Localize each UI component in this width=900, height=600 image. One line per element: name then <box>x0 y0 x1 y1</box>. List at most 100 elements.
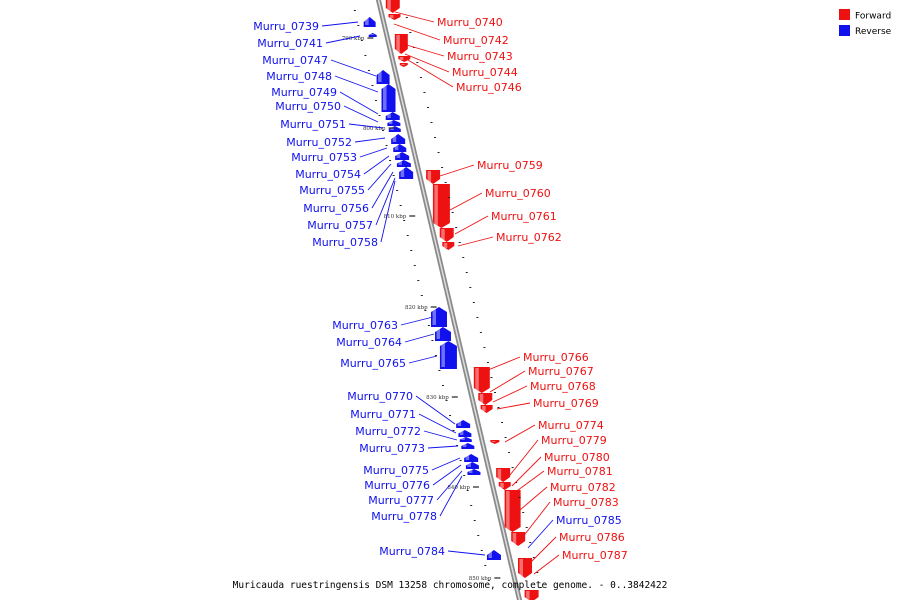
svg-text:Murru_0755: Murru_0755 <box>299 184 365 197</box>
gene-label-murru-0778: Murru_0778 <box>371 475 463 523</box>
svg-text:Murru_0739: Murru_0739 <box>253 20 319 33</box>
dot-mark <box>424 310 427 311</box>
svg-text:Murru_0742: Murru_0742 <box>443 34 509 47</box>
svg-text:Murru_0751: Murru_0751 <box>280 118 346 131</box>
svg-text:Murru_0775: Murru_0775 <box>363 464 429 477</box>
gene-label-murru-0769: Murru_0769 <box>496 397 599 410</box>
dot-mark <box>419 77 422 78</box>
forward-gene-block <box>399 63 408 67</box>
dot-mark <box>406 235 409 236</box>
dot-mark <box>413 265 416 266</box>
reverse-gene-block <box>396 160 411 167</box>
gene-label-murru-0775: Murru_0775 <box>363 457 461 477</box>
forward-gene-block <box>504 490 521 532</box>
dot-mark <box>472 302 475 303</box>
dot-mark <box>445 400 448 401</box>
dot-mark <box>529 542 532 543</box>
dot-mark <box>437 152 440 153</box>
dot-mark <box>458 242 461 243</box>
gene-label-murru-0785: Murru_0785 <box>527 514 622 549</box>
gene-label-murru-0751: Murru_0751 <box>280 118 384 131</box>
dot-mark <box>476 317 479 318</box>
dot-mark <box>451 212 454 213</box>
dot-mark <box>417 280 420 281</box>
gene-label-murru-0777: Murru_0777 <box>368 470 463 507</box>
dot-mark <box>483 347 486 348</box>
gene-label-murru-0780: Murru_0780 <box>511 451 610 487</box>
dot-mark <box>427 325 430 326</box>
svg-text:Murru_0743: Murru_0743 <box>447 50 513 63</box>
dot-mark <box>403 220 406 221</box>
svg-text:Murru_0768: Murru_0768 <box>530 380 596 393</box>
gene-label-murru-0760: Murru_0760 <box>449 187 551 211</box>
tick-label: 790 kbp <box>342 36 365 42</box>
dot-mark <box>448 197 451 198</box>
dot-mark <box>511 467 514 468</box>
svg-text:Murru_0740: Murru_0740 <box>437 16 503 29</box>
gene-label-murru-0759: Murru_0759 <box>439 159 543 177</box>
dot-mark <box>357 25 360 26</box>
svg-text:Murru_0760: Murru_0760 <box>485 187 551 200</box>
dot-mark <box>455 227 458 228</box>
svg-text:Murru_0759: Murru_0759 <box>477 159 543 172</box>
reverse-gene-block <box>486 550 501 560</box>
forward-gene-block <box>388 14 401 20</box>
gene-label-murru-0753: Murru_0753 <box>291 147 388 164</box>
dot-mark <box>469 287 472 288</box>
gene-label-murru-0766: Murru_0766 <box>487 351 589 371</box>
svg-text:Murru_0749: Murru_0749 <box>271 86 337 99</box>
dot-mark <box>353 10 356 11</box>
dot-mark <box>396 190 399 191</box>
reverse-gene-block <box>381 84 396 112</box>
svg-text:Murru_0781: Murru_0781 <box>547 465 613 478</box>
reverse-gene-block <box>376 70 390 84</box>
dot-mark <box>392 175 395 176</box>
tick-label: 840 kbp <box>447 485 470 491</box>
reverse-gene-block <box>439 341 457 369</box>
svg-text:Murru_0776: Murru_0776 <box>364 479 430 492</box>
forward-gene-block <box>439 228 454 242</box>
svg-text:Murru_0764: Murru_0764 <box>336 336 402 349</box>
legend-reverse-label: Reverse <box>855 27 892 37</box>
dot-mark <box>389 160 392 161</box>
svg-text:Murru_0763: Murru_0763 <box>332 319 398 332</box>
dot-mark <box>385 145 388 146</box>
svg-text:Murru_0767: Murru_0767 <box>528 365 594 378</box>
dot-mark <box>405 17 408 18</box>
dot-mark <box>378 115 381 116</box>
dot-mark <box>409 32 412 33</box>
gene-label-murru-0750: Murru_0750 <box>275 100 379 123</box>
gene-label-murru-0787: Murru_0787 <box>533 549 628 575</box>
gene-label-murru-0781: Murru_0781 <box>513 465 613 494</box>
legend-reverse-swatch <box>839 25 850 36</box>
dot-mark <box>449 415 452 416</box>
dot-mark <box>486 362 489 363</box>
reverse-gene-block <box>387 120 401 126</box>
svg-text:Murru_0754: Murru_0754 <box>295 168 361 181</box>
svg-text:Murru_0771: Murru_0771 <box>350 408 416 421</box>
gene-label-murru-0742: Murru_0742 <box>393 23 509 47</box>
gene-label-murru-0749: Murru_0749 <box>271 86 379 115</box>
dot-mark <box>399 205 402 206</box>
reverse-gene-block <box>465 462 479 469</box>
svg-text:Murru_0756: Murru_0756 <box>303 202 369 215</box>
gene-label-murru-0763: Murru_0763 <box>332 316 434 332</box>
reverse-gene-block <box>430 307 447 327</box>
dot-mark <box>501 422 504 423</box>
svg-text:Murru_0765: Murru_0765 <box>340 357 406 370</box>
svg-text:Murru_0779: Murru_0779 <box>541 434 607 447</box>
gene-label-murru-0740: Murru_0740 <box>394 11 503 29</box>
svg-text:Murru_0746: Murru_0746 <box>456 81 522 94</box>
dot-mark <box>470 505 473 506</box>
svg-text:Murru_0774: Murru_0774 <box>538 419 604 432</box>
gene-label-murru-0758: Murru_0758 <box>312 180 396 249</box>
genome-axis: 790 kbp 800 kbp 810 kbp 820 kbp 830 kbp 840 k… <box>342 0 542 600</box>
forward-gene-block <box>490 440 500 444</box>
forward-gene-block <box>496 468 511 482</box>
svg-text:Murru_0785: Murru_0785 <box>556 514 622 527</box>
dot-mark <box>508 452 511 453</box>
svg-text:Murru_0770: Murru_0770 <box>347 390 413 403</box>
dot-mark <box>441 385 444 386</box>
gene-label-murru-0768: Murru_0768 <box>492 380 596 403</box>
gene-label-murru-0743: Murru_0743 <box>399 42 513 63</box>
